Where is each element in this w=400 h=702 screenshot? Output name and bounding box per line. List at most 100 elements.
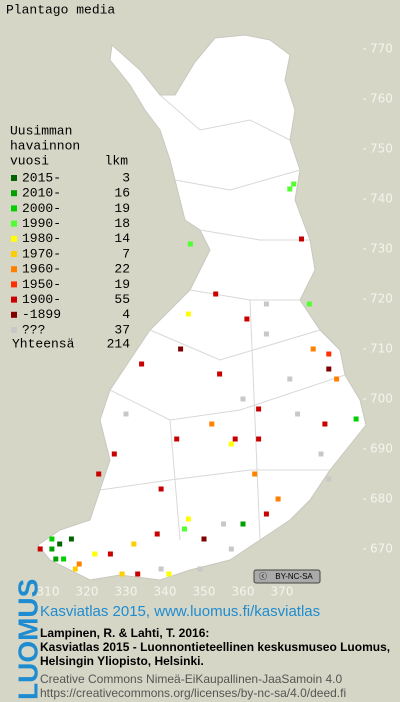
- observation-cell: [318, 451, 324, 457]
- license: Creative Commons Nimeä-EiKaupallinen-Jaa…: [40, 672, 342, 686]
- legend-swatch: [11, 205, 17, 212]
- y-tick-label: 700: [370, 392, 393, 406]
- observation-cell: [123, 411, 129, 417]
- observation-cell: [49, 536, 55, 542]
- observation-cell: [37, 546, 43, 552]
- observation-cell: [256, 406, 262, 412]
- citation: Lampinen, R. & Lahti, T. 2016:: [40, 626, 209, 640]
- observation-cell: [221, 521, 226, 527]
- x-tick-label: 350: [193, 585, 216, 599]
- observation-cell: [139, 361, 145, 367]
- legend-label: 1990-: [22, 216, 61, 231]
- observation-cell: [217, 371, 223, 377]
- x-tick-label: 330: [115, 585, 138, 599]
- observation-cell: [240, 521, 246, 527]
- legend-count: 7: [122, 246, 130, 261]
- observation-cell: [187, 241, 193, 247]
- citation: Kasviatlas 2015 - Luonnontieteellinen ke…: [40, 640, 390, 654]
- observation-cell: [92, 551, 98, 557]
- x-tick-label: 360: [232, 585, 255, 599]
- observation-cell: [182, 526, 187, 532]
- legend-count: 4: [122, 307, 130, 322]
- y-tick-label: 750: [370, 142, 393, 156]
- observation-cell: [185, 516, 191, 522]
- legend-count: 55: [114, 292, 130, 307]
- legend-label: 2010-: [22, 186, 61, 201]
- observation-cell: [131, 541, 137, 547]
- observation-cell: [322, 421, 328, 427]
- y-tick-label: 770: [370, 42, 393, 56]
- observation-cell: [158, 566, 164, 572]
- citation: Helsingin Yliopisto, Helsinki.: [40, 654, 204, 668]
- observation-cell: [135, 571, 141, 577]
- cc-badge-text: BY-NC-SA: [275, 572, 313, 581]
- legend-swatch: [11, 281, 17, 288]
- atlas-link[interactable]: Kasviatlas 2015, www.luomus.fi/kasviatla…: [40, 603, 320, 620]
- finland-map: [37, 34, 367, 581]
- legend-swatch: [11, 266, 17, 273]
- observation-cell: [185, 311, 191, 317]
- observation-cell: [166, 571, 172, 577]
- observation-cell: [326, 351, 332, 357]
- observation-cell: [107, 551, 113, 557]
- observation-cell: [49, 546, 55, 552]
- legend-count: 19: [114, 277, 130, 292]
- observation-cell: [256, 436, 262, 442]
- y-tick-label: 710: [370, 342, 393, 356]
- observation-cell: [252, 471, 258, 477]
- observation-cell: [76, 561, 82, 567]
- observation-cell: [326, 476, 332, 482]
- legend-swatch: [11, 251, 17, 257]
- legend-label: 1900-: [22, 292, 61, 307]
- x-tick-label: 340: [154, 585, 177, 599]
- legend-swatch: [11, 327, 17, 333]
- observation-cell: [326, 366, 332, 372]
- legend-label: 2000-: [22, 201, 61, 216]
- y-tick-label: 720: [370, 292, 393, 306]
- legend-total: 214: [107, 336, 131, 351]
- legend-swatch: [11, 175, 17, 181]
- legend-heading: Uusimman: [10, 123, 72, 138]
- observation-cell: [53, 556, 59, 562]
- observation-cell: [299, 236, 304, 242]
- cc-badge: [253, 569, 321, 584]
- legend-heading: havainnon: [10, 138, 80, 153]
- legend-swatch: [11, 296, 17, 303]
- observation-cell: [119, 571, 125, 577]
- x-tick-label: 370: [271, 585, 294, 599]
- observation-cell: [287, 376, 293, 382]
- observation-cell: [68, 536, 74, 542]
- observation-cell: [72, 566, 78, 572]
- y-tick-label: 680: [370, 492, 393, 506]
- observation-cell: [263, 331, 269, 337]
- legend-count: 3: [122, 170, 130, 185]
- y-tick-label: 740: [370, 192, 393, 206]
- legend-count: 16: [114, 186, 130, 201]
- observation-cell: [287, 186, 293, 192]
- legend-count: 37: [114, 322, 130, 337]
- brand: LUOMUS: [12, 579, 43, 700]
- legend-count: 19: [114, 201, 130, 216]
- legend-label: 1950-: [22, 277, 61, 292]
- x-tick-label: 320: [76, 585, 99, 599]
- legend-label: ???: [22, 322, 45, 337]
- legend-count-heading: lkm: [105, 153, 129, 168]
- legend-heading: vuosi: [10, 153, 49, 168]
- observation-cell: [209, 421, 215, 427]
- observation-cell: [244, 316, 250, 322]
- observation-cell: [232, 436, 238, 442]
- observation-cell: [197, 566, 203, 572]
- license-url[interactable]: https://creativecommons.org/licenses/by-…: [40, 686, 346, 700]
- observation-cell: [240, 396, 246, 402]
- map-title: Plantago media: [6, 2, 115, 17]
- legend-count: 14: [114, 231, 130, 246]
- legend-swatch: [11, 235, 17, 242]
- x-tick-label: 310: [37, 585, 60, 599]
- observation-cell: [57, 541, 63, 547]
- legend-total-label: Yhteensä: [12, 336, 75, 351]
- observation-cell: [178, 346, 184, 352]
- observation-cell: [228, 546, 234, 552]
- observation-cell: [228, 441, 234, 447]
- y-tick-label: 730: [370, 242, 393, 256]
